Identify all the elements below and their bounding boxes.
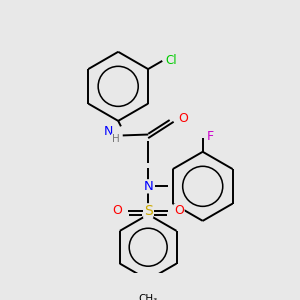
Text: O: O	[174, 204, 184, 218]
Text: O: O	[112, 204, 122, 218]
Text: F: F	[206, 130, 214, 143]
Text: CH₃: CH₃	[139, 294, 158, 300]
Text: N: N	[103, 125, 113, 138]
Text: O: O	[178, 112, 188, 125]
Text: H: H	[112, 134, 119, 144]
Text: S: S	[144, 204, 153, 218]
Text: N: N	[143, 180, 153, 193]
Text: Cl: Cl	[166, 54, 177, 68]
